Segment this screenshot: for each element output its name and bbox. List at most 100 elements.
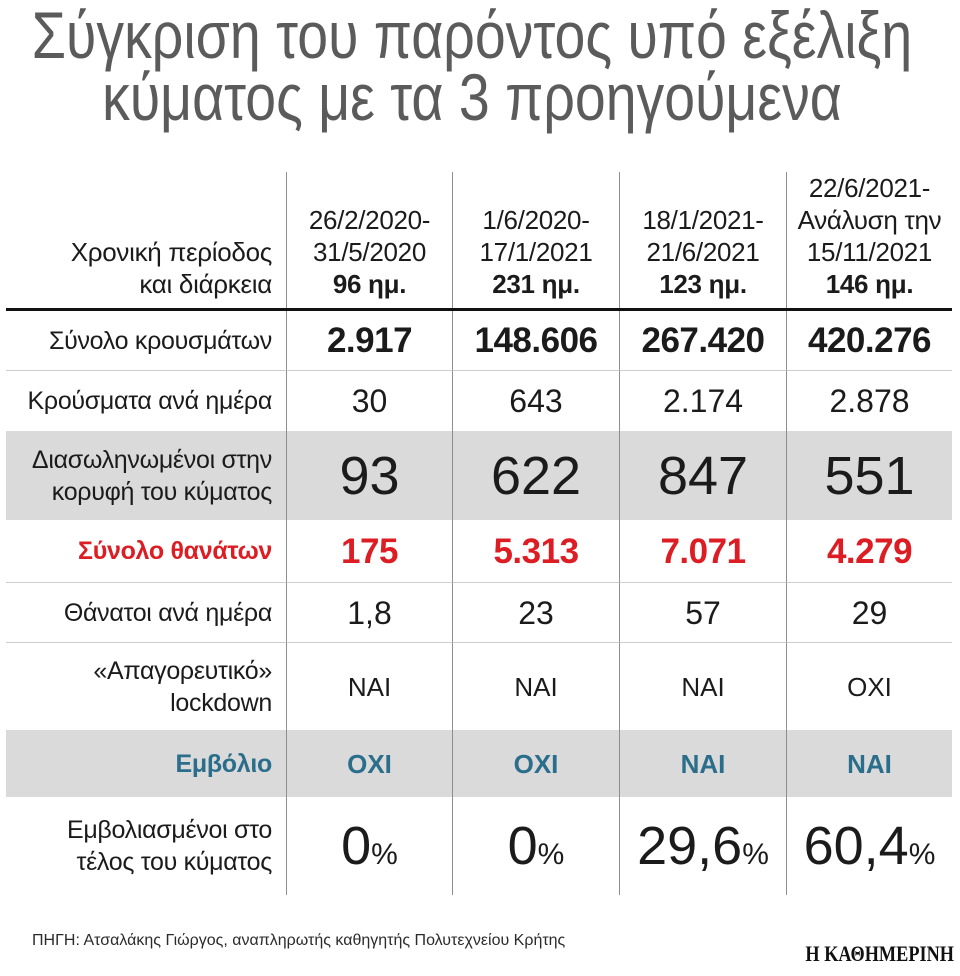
cell-value: ΝΑΙ <box>681 671 725 702</box>
cases-per-day-wave-4: 2.878 <box>786 371 952 431</box>
cell-value: 7.071 <box>660 531 746 571</box>
cell-value: 0 <box>341 816 372 876</box>
period-line: 21/6/2021 <box>646 237 760 267</box>
cell-value: 2.174 <box>662 383 744 419</box>
cell-value: 175 <box>341 531 398 571</box>
cell-value: 420.276 <box>807 321 932 360</box>
cell-value-group: 0% <box>341 819 398 873</box>
vaccine-wave-2: ΟΧΙ <box>452 730 619 797</box>
cell-value: 643 <box>509 383 563 419</box>
total-deaths-wave-1: 175 <box>286 520 452 583</box>
period-line: 26/2/2020- <box>308 205 431 235</box>
vaccine-wave-3: ΝΑΙ <box>619 730 786 797</box>
cell-value: 4.279 <box>826 531 913 571</box>
cell-value-group: 60,4% <box>804 819 936 873</box>
cell-value: 2.917 <box>326 321 413 360</box>
deaths-per-day-wave-3: 57 <box>619 583 786 643</box>
duration: 123 ημ. <box>659 269 747 299</box>
deaths-per-day-wave-4: 29 <box>786 583 952 643</box>
wave-2-header: 1/6/2020- 17/1/2021 231 ημ. <box>452 172 619 308</box>
row-label-total-deaths: Σύνολο θανάτων <box>6 520 286 583</box>
percent-unit: % <box>537 838 565 871</box>
cell-value: 0 <box>507 816 538 876</box>
cell-value: 148.606 <box>474 321 598 360</box>
header-label-line: και διάρκεια <box>139 269 272 299</box>
cell-value: 2.878 <box>829 383 910 419</box>
total-deaths-wave-4: 4.279 <box>786 520 952 583</box>
cell-value: ΝΑΙ <box>680 748 726 779</box>
cell-value: 29,6 <box>637 816 743 876</box>
row-label-line: Σύνολο κρουσμάτων <box>48 326 272 355</box>
intubated-wave-1: 93 <box>286 431 452 520</box>
cell-value: 267.420 <box>641 321 765 360</box>
period-line: 1/6/2020- <box>482 205 590 235</box>
chart-title: Σύγκριση του παρόντος υπό εξέλιξη κύματο… <box>0 0 960 140</box>
period-line: 15/11/2021 <box>806 237 933 267</box>
cell-value: ΟΧΙ <box>347 748 392 779</box>
intubated-wave-3: 847 <box>619 431 786 520</box>
cell-value: ΟΧΙ <box>513 748 559 779</box>
row-label-line: Εμβολιασμένοι στο <box>66 816 272 844</box>
cell-value-group: 29,6% <box>637 819 769 873</box>
duration: 96 ημ. <box>332 269 407 299</box>
lockdown-wave-4: ΟΧΙ <box>786 643 952 730</box>
comparison-table: Χρονική περίοδος και διάρκεια 26/2/2020-… <box>6 172 952 895</box>
percent-unit: % <box>908 838 936 871</box>
row-label-line: Διασωληνωμένοι στην <box>31 445 272 474</box>
total-cases-wave-1: 2.917 <box>286 311 452 371</box>
row-label-cases-per-day: Κρούσματα ανά ημέρα <box>6 371 286 431</box>
cases-per-day-wave-3: 2.174 <box>619 371 786 431</box>
cell-value: 5.313 <box>493 531 579 571</box>
period-line: 17/1/2021 <box>479 237 593 267</box>
cell-value-group: 0% <box>508 819 565 873</box>
cell-value: 93 <box>339 445 400 506</box>
vaccinated-wave-3: 29,6% <box>619 797 786 895</box>
row-label-intubated: Διασωληνωμένοι στην κορυφή του κύματος <box>6 431 286 520</box>
header-period-label: Χρονική περίοδος και διάρκεια <box>6 172 286 308</box>
cases-per-day-wave-1: 30 <box>286 371 452 431</box>
period-line: 31/5/2020 <box>313 237 426 267</box>
intubated-wave-2: 622 <box>452 431 619 520</box>
period-line: 18/1/2021- <box>642 205 764 235</box>
cell-value: 23 <box>518 594 554 631</box>
vaccinated-wave-4: 60,4% <box>786 797 952 895</box>
title-line-2: κύματος με τα 3 προηγούμενα <box>102 60 842 134</box>
vaccinated-wave-2: 0% <box>452 797 619 895</box>
wave-3-header: 18/1/2021- 21/6/2021 123 ημ. <box>619 172 786 308</box>
header-rule <box>6 308 952 311</box>
row-label-line: κορυφή του κύματος <box>51 477 273 506</box>
row-label-vaccine: Εμβόλιο <box>6 730 286 797</box>
row-label-line: Σύνολο θανάτων <box>78 537 272 565</box>
duration: 146 ημ. <box>825 269 914 299</box>
vaccine-wave-1: ΟΧΙ <box>286 730 452 797</box>
cell-value: 57 <box>685 594 721 631</box>
row-label-line: Θάνατοι ανά ημέρα <box>63 598 272 627</box>
total-deaths-wave-3: 7.071 <box>619 520 786 583</box>
period-line: 22/6/2021- <box>808 173 931 203</box>
row-label-line: «Απαγορευτικό» <box>93 656 272 685</box>
cell-value: 60,4 <box>803 816 909 876</box>
cell-value: ΝΑΙ <box>847 748 892 779</box>
deaths-per-day-wave-1: 1,8 <box>286 583 452 643</box>
title-line-1: Σύγκριση του παρόντος υπό εξέλιξη <box>31 0 913 72</box>
row-label-vaccinated: Εμβολιασμένοι στο τέλος του κύματος <box>6 797 286 895</box>
row-label-line: τέλος του κύματος <box>76 848 273 876</box>
lockdown-wave-1: ΝΑΙ <box>286 643 452 730</box>
wave-1-header: 26/2/2020- 31/5/2020 96 ημ. <box>286 172 452 308</box>
total-cases-wave-4: 420.276 <box>786 311 952 371</box>
intubated-wave-4: 551 <box>786 431 952 520</box>
row-label-line: Εμβόλιο <box>175 749 272 778</box>
total-cases-wave-2: 148.606 <box>452 311 619 371</box>
header-label-line: Χρονική περίοδος <box>70 237 273 267</box>
vaccine-wave-4: ΝΑΙ <box>786 730 952 797</box>
period-line: Ανάλυση την <box>797 205 942 235</box>
publisher-logo: Η ΚΑΘΗΜΕΡΙΝΗ <box>805 941 954 966</box>
cell-value: 551 <box>824 445 915 506</box>
cell-value: ΝΑΙ <box>347 671 392 702</box>
cell-value: 1,8 <box>347 594 392 631</box>
lockdown-wave-3: ΝΑΙ <box>619 643 786 730</box>
row-label-line: Κρούσματα ανά ημέρα <box>27 387 273 415</box>
lockdown-wave-2: ΝΑΙ <box>452 643 619 730</box>
duration: 231 ημ. <box>492 269 580 299</box>
row-label-line: lockdown <box>170 688 272 717</box>
